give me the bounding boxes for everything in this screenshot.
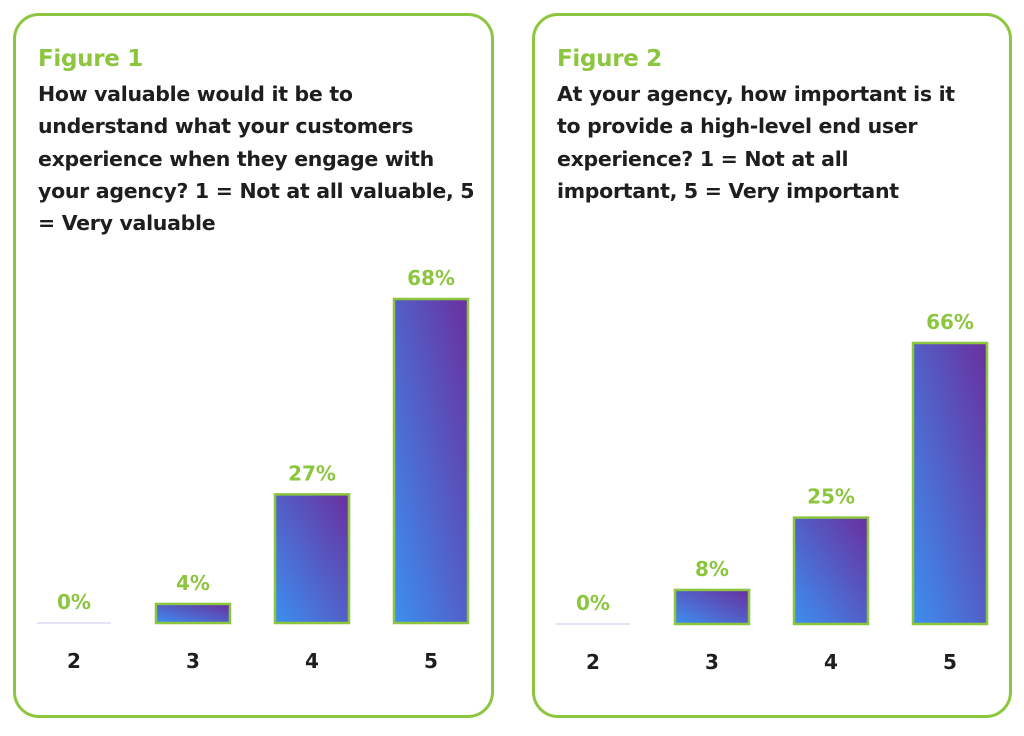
value-label: 68% (407, 266, 455, 290)
category-label: 5 (943, 650, 957, 674)
value-label: 25% (807, 485, 855, 509)
category-label: 2 (67, 649, 81, 673)
bar (911, 341, 989, 626)
value-label: 27% (288, 461, 336, 485)
value-label: 8% (695, 557, 729, 581)
bar (392, 297, 470, 625)
figure-2-panel: Figure 2 At your agency, how important i… (532, 13, 1012, 718)
value-label: 0% (57, 590, 91, 614)
value-label: 66% (926, 310, 974, 334)
category-label: 5 (424, 649, 438, 673)
bar (154, 602, 232, 625)
figure-1-panel: Figure 1 How valuable would it be to und… (13, 13, 494, 718)
figure-label: Figure 1 (38, 46, 143, 72)
bar-chart: 0% 2 8% 3 25% 4 66% 5 (556, 310, 989, 674)
category-label: 2 (586, 650, 600, 674)
category-label: 3 (705, 650, 719, 674)
value-label: 0% (576, 591, 610, 615)
category-label: 4 (824, 650, 838, 674)
bar (792, 516, 870, 626)
category-label: 4 (305, 649, 319, 673)
bar (673, 588, 751, 626)
category-label: 3 (186, 649, 200, 673)
figure-label: Figure 2 (557, 46, 662, 72)
value-label: 4% (176, 571, 210, 595)
chart-title: How valuable would it be to understand w… (38, 82, 475, 236)
chart-title: At your agency, how important is it to p… (557, 82, 955, 203)
bar (273, 493, 351, 625)
bar-chart: 0% 2 4% 3 27% 4 68% 5 (37, 266, 470, 673)
